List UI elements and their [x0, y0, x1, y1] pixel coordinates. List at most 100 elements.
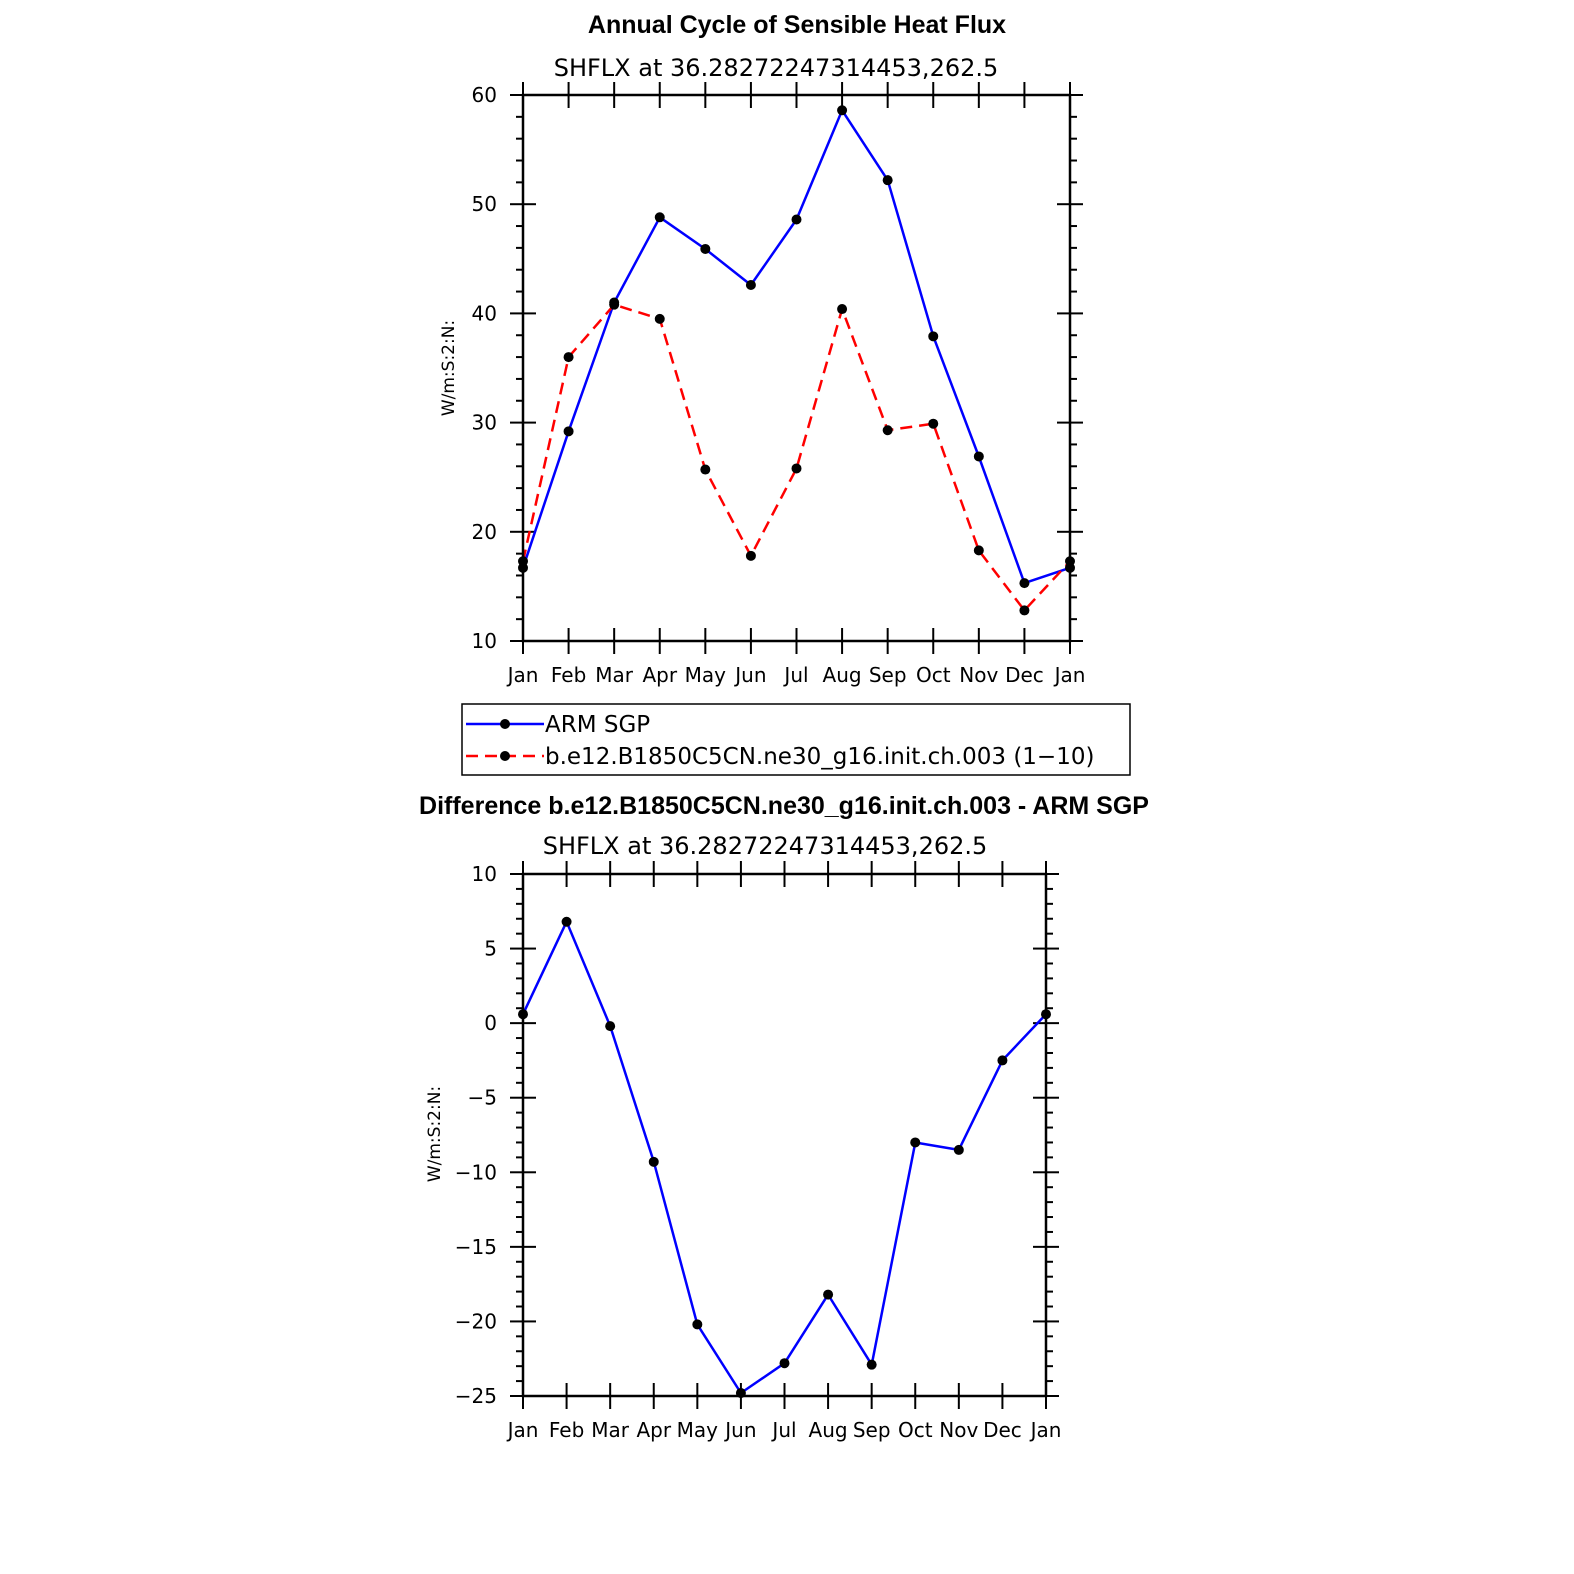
chart-title: Difference b.e12.B1850C5CN.ne30_g16.init… — [419, 792, 1149, 820]
data-point — [1019, 578, 1030, 589]
data-point — [791, 214, 802, 225]
x-tick-label: Jan — [506, 663, 539, 687]
x-tick-label: Mar — [595, 663, 634, 687]
data-point — [563, 426, 574, 437]
data-point — [700, 243, 711, 254]
x-tick-label: Dec — [983, 1418, 1022, 1442]
data-point — [791, 463, 802, 474]
x-tick-label: Jun — [723, 1418, 756, 1442]
y-tick-label: 50 — [472, 192, 497, 216]
y-tick-label: 40 — [472, 301, 497, 325]
x-tick-label: Apr — [636, 1418, 671, 1442]
y-tick-label: −25 — [455, 1384, 497, 1408]
y-axis-label: W/m:S:2:N: — [425, 1086, 445, 1182]
x-tick-label: Aug — [809, 1418, 848, 1442]
series-layer — [518, 916, 1051, 1399]
data-point — [605, 1021, 616, 1032]
y-tick-label: −15 — [455, 1235, 497, 1259]
data-point — [779, 1358, 790, 1369]
chart-subtitle: SHFLX at 36.28272247314453,262.5 — [554, 54, 999, 82]
legend-entry-model: b.e12.B1850C5CN.ne30_g16.init.ch.003 (1−… — [466, 744, 1094, 770]
plot-frame — [521, 93, 1072, 643]
legend-entry-arm-sgp: ARM SGP — [466, 712, 650, 738]
data-point — [654, 313, 665, 324]
y-tick-label: −20 — [455, 1309, 497, 1333]
y-tick-label: −5 — [468, 1086, 497, 1110]
data-point — [561, 916, 572, 927]
x-tick-label: Feb — [549, 1418, 584, 1442]
data-point — [609, 299, 620, 310]
legend: ARM SGP b.e12.B1850C5CN.ne30_g16.init.ch… — [461, 703, 1131, 776]
y-tick-label: 10 — [472, 629, 497, 653]
y-tick-label: 60 — [472, 83, 497, 107]
y-tick-label: −10 — [455, 1160, 497, 1184]
x-tick-label: Nov — [959, 663, 998, 687]
data-point — [563, 352, 574, 363]
chart-difference: Difference b.e12.B1850C5CN.ne30_g16.init… — [419, 792, 1149, 1442]
data-point — [928, 331, 939, 342]
chart-subtitle: SHFLX at 36.28272247314453,262.5 — [543, 832, 988, 860]
data-point — [823, 1289, 834, 1300]
data-point — [745, 280, 756, 291]
y-axis-label: W/m:S:2:N: — [439, 320, 459, 416]
data-point — [910, 1137, 921, 1148]
data-point — [837, 304, 848, 315]
chart-annual-cycle: Annual Cycle of Sensible Heat Flux SHFLX… — [439, 11, 1085, 687]
data-point — [700, 464, 711, 475]
data-point — [837, 105, 848, 116]
series-line-1 — [521, 303, 1071, 612]
x-tick-label: Jul — [782, 663, 808, 687]
series-layer — [518, 105, 1075, 616]
x-tick-label: Apr — [642, 663, 677, 687]
plot-frame — [521, 872, 1048, 1398]
x-tick-label: Nov — [939, 1418, 978, 1442]
chart-title: Annual Cycle of Sensible Heat Flux — [588, 11, 1006, 39]
data-point — [654, 212, 665, 223]
x-tick-labels: Jan Feb Mar Apr May Jun Jul Aug Sep Oct Nov Dec Jan — [506, 1418, 1062, 1442]
x-tick-label: Oct — [916, 663, 951, 687]
y-tick-label: 5 — [484, 937, 497, 961]
series-line-0 — [521, 109, 1071, 585]
data-point — [973, 545, 984, 556]
data-point — [953, 1144, 964, 1155]
x-tick-label: Dec — [1005, 663, 1044, 687]
x-tick-label: Mar — [591, 1418, 630, 1442]
x-tick-label: May — [677, 1418, 719, 1442]
x-tick-label: Feb — [551, 663, 586, 687]
data-point — [1019, 605, 1030, 616]
legend-label-arm-sgp: ARM SGP — [545, 712, 650, 738]
y-tick-label: 30 — [472, 411, 497, 435]
x-tick-label: Jul — [770, 1418, 796, 1442]
legend-label-model: b.e12.B1850C5CN.ne30_g16.init.ch.003 (1−… — [545, 744, 1094, 770]
x-tick-label: Aug — [823, 663, 862, 687]
data-point — [692, 1319, 703, 1330]
data-point — [882, 425, 893, 436]
x-tick-label: Jan — [1029, 1418, 1062, 1442]
x-tick-label: Jun — [733, 663, 766, 687]
x-tick-label: Jan — [506, 1418, 539, 1442]
data-point — [928, 418, 939, 429]
x-tick-label: Sep — [869, 663, 907, 687]
data-point — [745, 550, 756, 561]
legend-box — [461, 703, 1131, 776]
x-tick-label: Jan — [1053, 663, 1086, 687]
data-point — [973, 451, 984, 462]
y-axis-ticks — [510, 861, 1059, 1409]
y-axis-ticks — [510, 82, 1083, 654]
x-tick-label: Sep — [853, 1418, 891, 1442]
data-point — [866, 1359, 877, 1370]
y-tick-label: 10 — [472, 862, 497, 886]
y-tick-label: 0 — [484, 1011, 497, 1035]
data-point — [882, 175, 893, 186]
y-tick-labels: −25 −20 −15 −10 −5 0 5 10 — [455, 862, 497, 1408]
data-point — [997, 1055, 1008, 1066]
y-tick-labels: 10 20 30 40 50 60 — [472, 83, 497, 653]
series-line-0 — [521, 920, 1047, 1395]
legend-marker-arm-sgp — [500, 719, 510, 729]
y-tick-label: 20 — [472, 520, 497, 544]
legend-marker-model — [500, 751, 510, 761]
x-tick-label: Oct — [898, 1418, 933, 1442]
data-point — [648, 1156, 659, 1167]
x-tick-label: May — [685, 663, 727, 687]
